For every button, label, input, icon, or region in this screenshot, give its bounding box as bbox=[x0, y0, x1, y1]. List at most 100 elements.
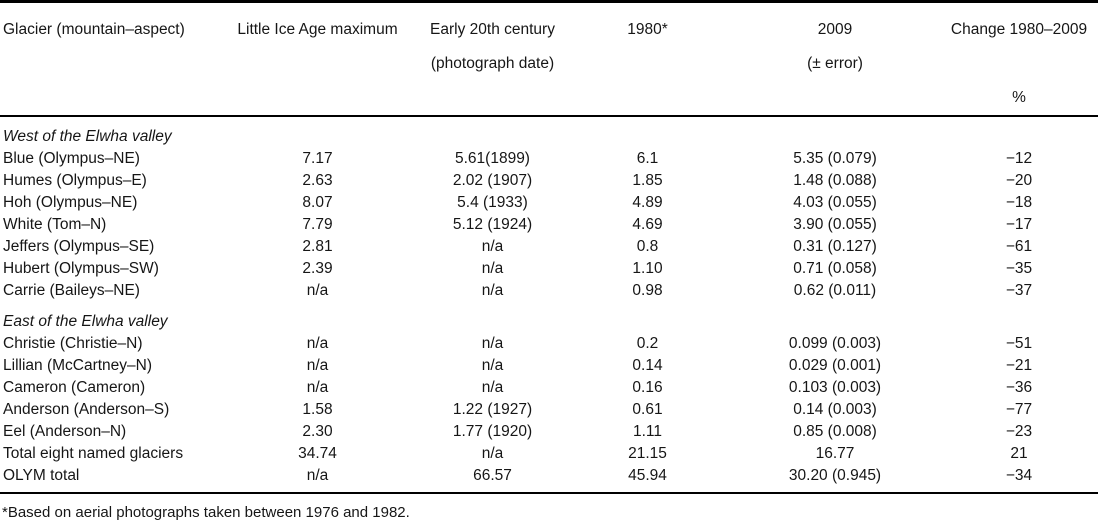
cell-early-20th: 5.4 (1933) bbox=[457, 194, 528, 211]
col-header-percent-unit: % bbox=[1012, 89, 1026, 106]
table-row: Cameron (Cameron) n/a n/a 0.16 0.103 (0.003)… bbox=[0, 377, 1098, 399]
cell-2009: 16.77 bbox=[815, 445, 855, 462]
header-row: Glacier (mountain–aspect) Little Ice Age… bbox=[0, 1, 1098, 117]
cell-1980: 1.10 bbox=[632, 260, 663, 277]
section-header-row: West of the Elwha valley bbox=[0, 116, 1098, 148]
cell-lia-maximum: 7.17 bbox=[302, 150, 333, 167]
cell-early-20th: 1.22 (1927) bbox=[452, 401, 533, 418]
cell-early-20th: n/a bbox=[481, 357, 504, 374]
col-header-2009: 2009 (± error) bbox=[730, 1, 940, 117]
cell-early-20th: n/a bbox=[481, 282, 504, 299]
cell-early-20th: n/a bbox=[481, 445, 504, 462]
table-row: Hoh (Olympus–NE) 8.07 5.4 (1933) 4.89 4.03 (… bbox=[0, 192, 1098, 214]
cell-change: −21 bbox=[1005, 357, 1033, 374]
cell-early-20th: n/a bbox=[481, 379, 504, 396]
cell-1980: 1.85 bbox=[632, 172, 663, 189]
table-row: Lillian (McCartney–N) n/a n/a 0.14 0.029 (0.… bbox=[0, 355, 1098, 377]
cell-glacier: Christie (Christie–N) bbox=[3, 335, 143, 352]
cell-2009: 0.14 (0.003) bbox=[793, 401, 877, 418]
table-row: White (Tom–N) 7.79 5.12 (1924) 4.69 3.90 (0.… bbox=[0, 214, 1098, 236]
cell-glacier: OLYM total bbox=[3, 467, 80, 484]
cell-2009: 0.103 (0.003) bbox=[788, 379, 882, 396]
cell-1980: 1.11 bbox=[632, 423, 663, 440]
cell-early-20th: 5.61(1899) bbox=[455, 150, 530, 167]
table-row: Anderson (Anderson–S) 1.58 1.22 (1927) 0.61… bbox=[0, 399, 1098, 421]
cell-1980: 0.2 bbox=[636, 335, 659, 352]
table-row: Christie (Christie–N) n/a n/a 0.2 0.099 (0.0… bbox=[0, 333, 1098, 355]
cell-change: −18 bbox=[1005, 194, 1033, 211]
cell-early-20th: 66.57 bbox=[473, 467, 512, 484]
cell-lia-maximum: n/a bbox=[306, 467, 329, 484]
cell-1980: 0.61 bbox=[632, 401, 663, 418]
col-header-2009-title: 2009 bbox=[817, 21, 853, 38]
table-row: Total eight named glaciers 34.74 n/a 21.15 1… bbox=[0, 443, 1098, 465]
cell-lia-maximum: n/a bbox=[306, 379, 329, 396]
col-header-change-title: Change 1980–2009 bbox=[950, 21, 1088, 38]
cell-glacier: Jeffers (Olympus–SE) bbox=[3, 238, 155, 255]
cell-2009: 4.03 (0.055) bbox=[793, 194, 877, 211]
cell-1980: 4.69 bbox=[632, 216, 663, 233]
cell-lia-maximum: 2.81 bbox=[302, 238, 333, 255]
table-row: Humes (Olympus–E) 2.63 2.02 (1907) 1.85 1.48… bbox=[0, 170, 1098, 192]
section-label: West of the Elwha valley bbox=[3, 128, 172, 145]
table-row: Hubert (Olympus–SW) 2.39 n/a 1.10 0.71 (0.05… bbox=[0, 258, 1098, 280]
col-header-error: (± error) bbox=[807, 55, 863, 72]
col-header-early-20th-title: Early 20th century bbox=[430, 21, 555, 38]
cell-change: −17 bbox=[1005, 216, 1033, 233]
glacier-area-table: Glacier (mountain–aspect) Little Ice Age… bbox=[0, 0, 1098, 494]
col-header-change: Change 1980–2009 % bbox=[940, 1, 1098, 117]
cell-lia-maximum: n/a bbox=[306, 335, 329, 352]
cell-2009: 1.48 (0.088) bbox=[793, 172, 877, 189]
cell-early-20th: n/a bbox=[481, 260, 504, 277]
cell-change: −12 bbox=[1005, 150, 1033, 167]
table-body: West of the Elwha valley Blue (Olympus–NE… bbox=[0, 116, 1098, 493]
cell-1980: 0.14 bbox=[632, 357, 663, 374]
cell-change: −51 bbox=[1005, 335, 1033, 352]
cell-glacier: Hubert (Olympus–SW) bbox=[3, 260, 159, 277]
cell-lia-maximum: 34.74 bbox=[298, 445, 337, 462]
col-header-photograph-date: (photograph date) bbox=[430, 55, 555, 72]
col-header-glacier-title: Glacier (mountain–aspect) bbox=[3, 21, 185, 38]
table-row: Jeffers (Olympus–SE) 2.81 n/a 0.8 0.31 (0.12… bbox=[0, 236, 1098, 258]
cell-change: −37 bbox=[1005, 282, 1033, 299]
col-header-early-20th: Early 20th century (photograph date) bbox=[420, 1, 565, 117]
cell-change: −23 bbox=[1005, 423, 1033, 440]
cell-change: −20 bbox=[1005, 172, 1033, 189]
section-label: East of the Elwha valley bbox=[3, 313, 168, 330]
cell-change: −36 bbox=[1005, 379, 1033, 396]
cell-early-20th: n/a bbox=[481, 238, 504, 255]
cell-2009: 5.35 (0.079) bbox=[793, 150, 877, 167]
cell-1980: 45.94 bbox=[628, 467, 667, 484]
cell-lia-maximum: 2.39 bbox=[302, 260, 333, 277]
cell-lia-maximum: 1.58 bbox=[302, 401, 333, 418]
cell-change: −77 bbox=[1005, 401, 1033, 418]
cell-1980: 6.1 bbox=[636, 150, 659, 167]
cell-early-20th: 2.02 (1907) bbox=[452, 172, 533, 189]
cell-2009: 0.71 (0.058) bbox=[793, 260, 877, 277]
table-row: OLYM total n/a 66.57 45.94 30.20 (0.945) −34 bbox=[0, 465, 1098, 493]
cell-glacier: Blue (Olympus–NE) bbox=[3, 150, 140, 167]
cell-glacier: Lillian (McCartney–N) bbox=[3, 357, 153, 374]
cell-glacier: Total eight named glaciers bbox=[3, 445, 184, 462]
cell-lia-maximum: 2.63 bbox=[302, 172, 333, 189]
cell-lia-maximum: n/a bbox=[306, 357, 329, 374]
cell-glacier: Carrie (Baileys–NE) bbox=[3, 282, 140, 299]
cell-lia-maximum: n/a bbox=[306, 282, 329, 299]
col-header-glacier: Glacier (mountain–aspect) bbox=[0, 1, 215, 117]
col-header-lia-maximum: Little Ice Age maximum bbox=[215, 1, 420, 117]
cell-1980: 0.98 bbox=[632, 282, 663, 299]
table-footnote: *Based on aerial photographs taken betwe… bbox=[2, 504, 410, 521]
cell-2009: 30.20 (0.945) bbox=[788, 467, 882, 484]
cell-glacier: Humes (Olympus–E) bbox=[3, 172, 147, 189]
cell-lia-maximum: 2.30 bbox=[302, 423, 333, 440]
cell-2009: 0.099 (0.003) bbox=[788, 335, 882, 352]
col-header-lia-title: Little Ice Age maximum bbox=[237, 21, 398, 38]
table-row: Eel (Anderson–N) 2.30 1.77 (1920) 1.11 0.85 … bbox=[0, 421, 1098, 443]
col-header-1980: 1980* bbox=[565, 1, 730, 117]
cell-2009: 0.31 (0.127) bbox=[793, 238, 877, 255]
cell-2009: 0.029 (0.001) bbox=[788, 357, 882, 374]
table-header: Glacier (mountain–aspect) Little Ice Age… bbox=[0, 1, 1098, 117]
cell-early-20th: 5.12 (1924) bbox=[452, 216, 533, 233]
cell-lia-maximum: 8.07 bbox=[302, 194, 333, 211]
